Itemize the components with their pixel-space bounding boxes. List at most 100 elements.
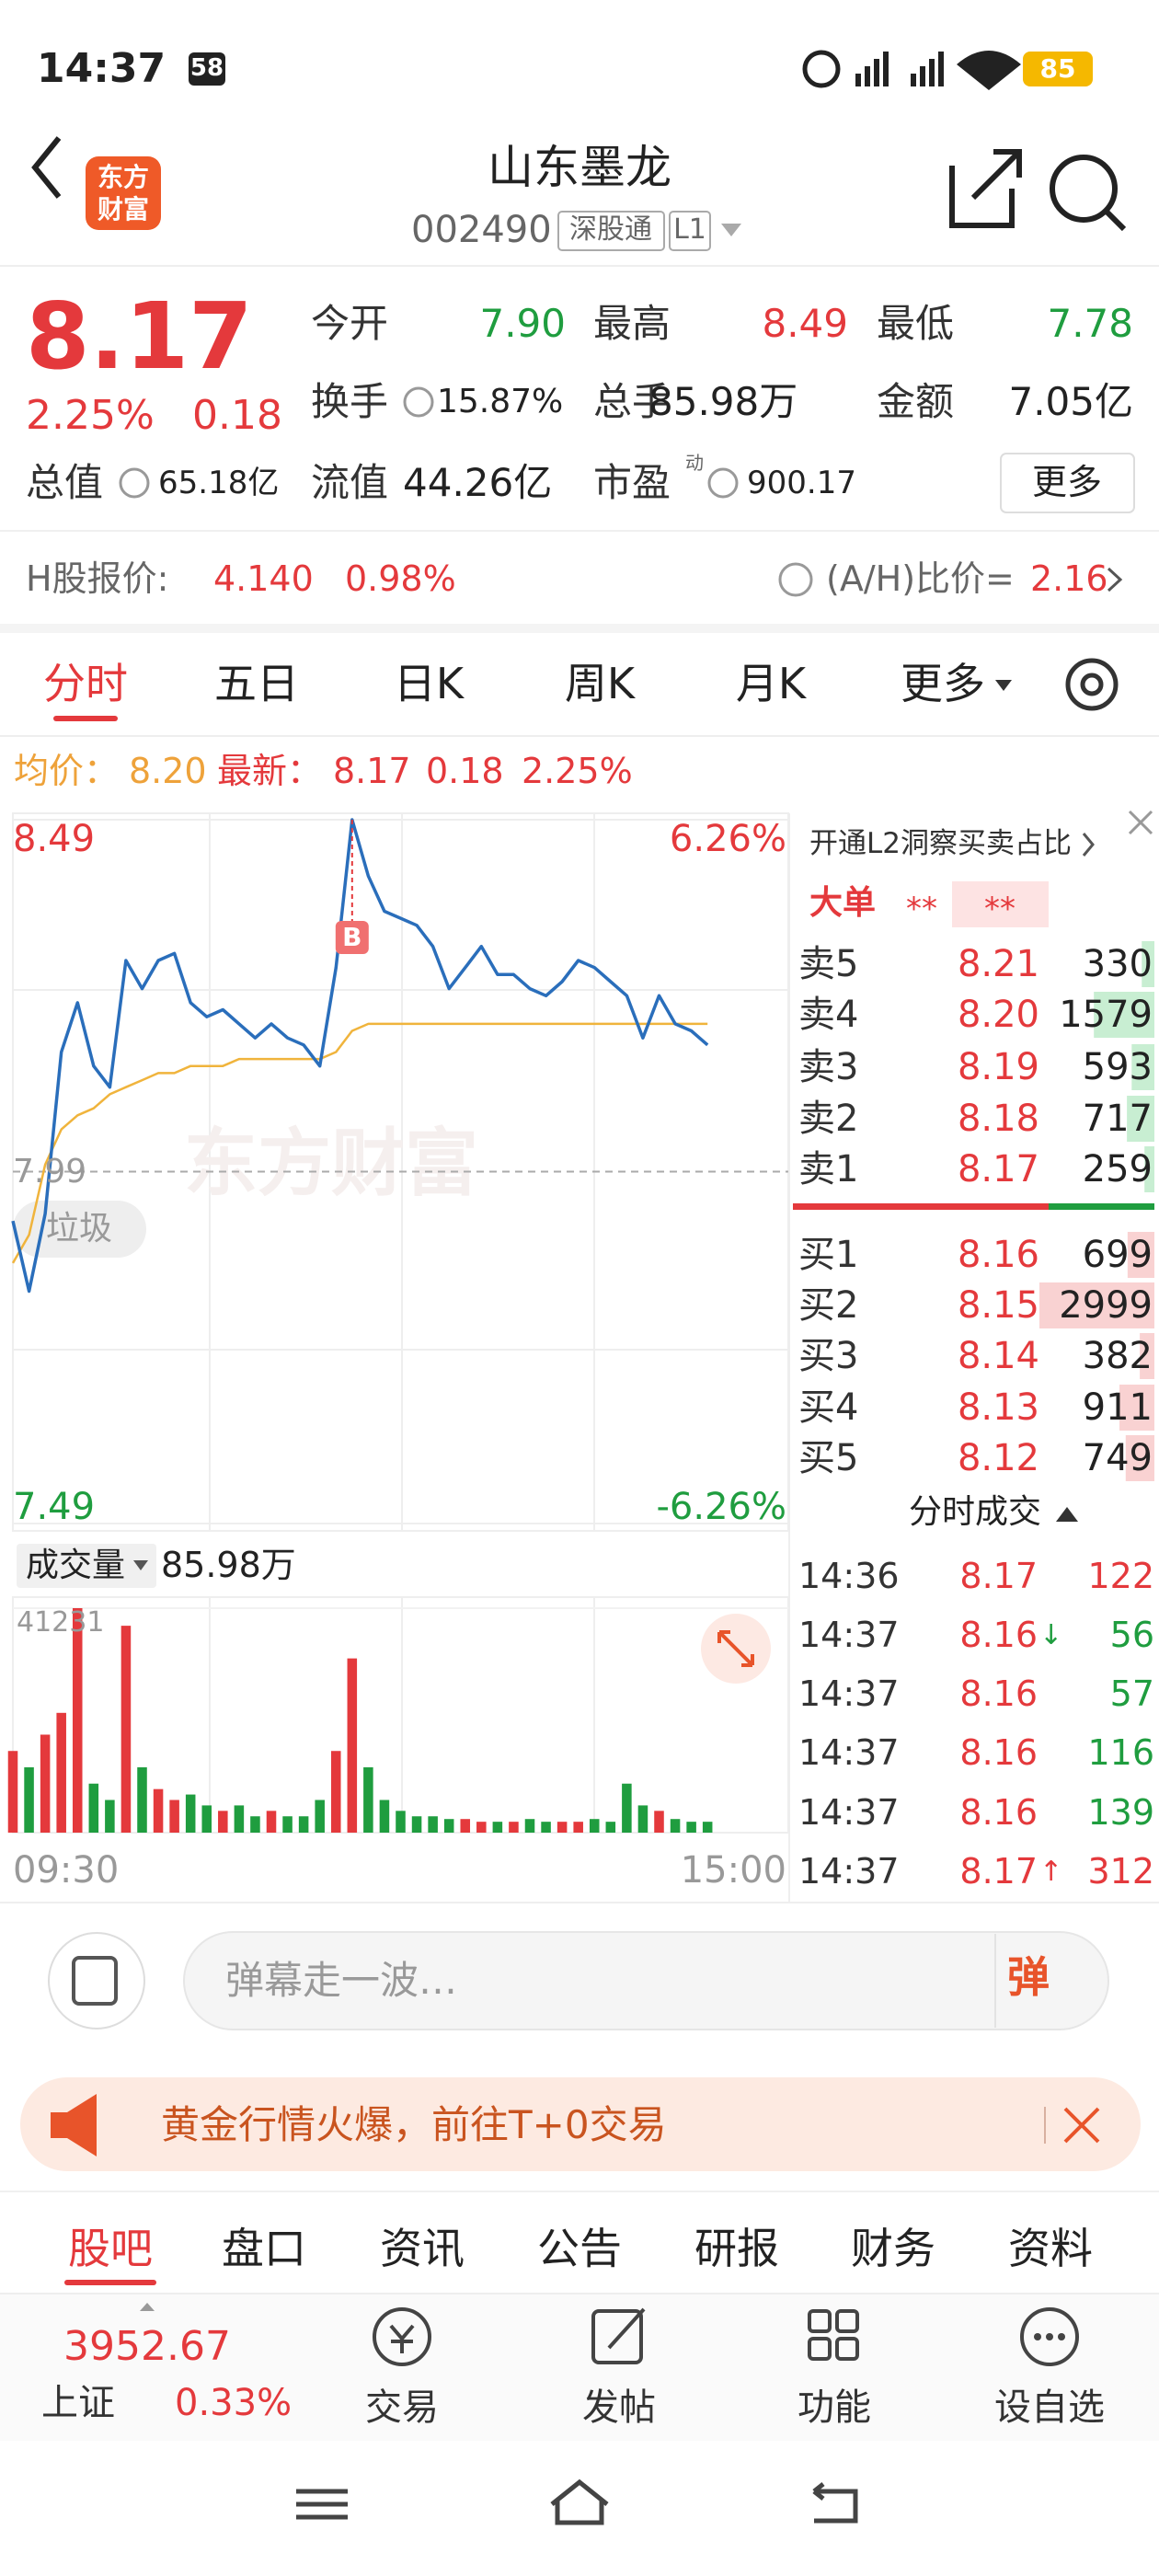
- trades-time: 14:37: [798, 1851, 900, 1892]
- close-button[interactable]: [1063, 2107, 1100, 2144]
- volume-total: 85.98万: [161, 1545, 296, 1586]
- avg-line: [11, 1022, 708, 1264]
- bids-qty: 382: [1082, 1335, 1153, 1377]
- ratio-bar-buy: [793, 1203, 1049, 1210]
- more-button[interactable]: [1000, 453, 1135, 513]
- volume-bar: [379, 1800, 390, 1833]
- volume-bar: [105, 1800, 115, 1833]
- pe-label: 市盈: [593, 459, 671, 505]
- xticks-label: 09:30: [13, 1849, 120, 1892]
- bids-qty: 2999: [1059, 1284, 1153, 1327]
- market-cap-value: 65.18亿: [158, 464, 280, 501]
- hshare-ratio: 2.16: [1030, 558, 1108, 600]
- float-cap-label: 流值: [311, 459, 389, 505]
- float-cap-value: 44.26亿: [403, 459, 553, 505]
- volume-bar: [670, 1819, 681, 1833]
- qty-bar: [1127, 1232, 1154, 1278]
- volume-bar: [40, 1734, 51, 1833]
- volume-bar: [654, 1811, 664, 1833]
- index-arrow: [140, 2303, 155, 2311]
- bids-price: 8.15: [957, 1284, 1039, 1327]
- qty-bar: [1127, 1096, 1154, 1142]
- trades-arrow: ↑: [1039, 1856, 1063, 1888]
- settings-button[interactable]: [1065, 658, 1119, 711]
- dropdown-arrow: [133, 1560, 148, 1570]
- asks-label: 卖5: [798, 943, 859, 985]
- comment-input[interactable]: [183, 1931, 1109, 2030]
- buy-marker: [335, 921, 369, 954]
- trades-time: 14:37: [798, 1615, 900, 1656]
- bids-qty: 749: [1082, 1437, 1153, 1479]
- header-tag: 深股通: [569, 213, 652, 246]
- tabs-items: 周K: [564, 659, 636, 709]
- asks-qty: 330: [1082, 943, 1153, 985]
- tabs-items: 日K: [393, 659, 465, 709]
- expand-icon: [717, 1630, 754, 1667]
- bids-qty: 911: [1082, 1386, 1153, 1429]
- yticks-label: 7.99: [13, 1152, 87, 1190]
- volume-bar: [363, 1766, 373, 1833]
- status-bar-battery: 85: [1039, 53, 1076, 85]
- quote-change-pct: 2.25%: [26, 391, 155, 439]
- volume-bar: [56, 1712, 66, 1833]
- volume-bar: [282, 1816, 293, 1833]
- list-icon: [72, 1956, 118, 2006]
- hshare-pct: 0.98%: [345, 558, 456, 600]
- legend-latest: 8.17: [333, 751, 411, 792]
- status-bar-time: 14:37: [37, 44, 166, 92]
- volume-bar: [428, 1816, 438, 1833]
- high-label: 最高: [593, 300, 671, 346]
- volume-bar: [153, 1788, 164, 1833]
- volume-bar: [185, 1794, 196, 1833]
- volume-bar: [201, 1805, 212, 1833]
- volume-label: 总手: [593, 378, 671, 424]
- list-button[interactable]: [48, 1932, 145, 2030]
- chevron: [1107, 567, 1123, 592]
- bids-label: 买2: [798, 1284, 859, 1327]
- volume-label: 成交量: [26, 1547, 126, 1585]
- high-value: 8.49: [762, 300, 848, 346]
- trades-qty: 56: [1109, 1615, 1154, 1656]
- open-value: 7.90: [479, 300, 566, 346]
- nav-icons: [373, 2307, 1079, 2366]
- trades-price: 8.16: [959, 1673, 1038, 1715]
- qty-bar: [1094, 992, 1154, 1038]
- close-button[interactable]: [1128, 810, 1153, 835]
- share-button[interactable]: [949, 149, 1022, 228]
- volume-bar: [7, 1751, 18, 1833]
- tabs2: 资讯: [380, 2224, 465, 2274]
- bids-price: 8.12: [957, 1437, 1039, 1479]
- back-button[interactable]: [31, 136, 62, 199]
- bids-price: 8.13: [957, 1386, 1039, 1429]
- pe-value: 900.17: [747, 464, 856, 501]
- volume-bar: [137, 1766, 147, 1833]
- price-line: [11, 818, 709, 1294]
- header-level: L1: [673, 213, 706, 246]
- volume-bar: [347, 1658, 358, 1833]
- badge-bg: [189, 52, 225, 86]
- asks-label: 卖3: [798, 1046, 859, 1088]
- trades-price: 8.16: [959, 1615, 1038, 1656]
- tabs-items: 分时: [43, 659, 128, 709]
- more-dots: [1034, 2333, 1065, 2340]
- tabs2: 公告: [537, 2224, 622, 2274]
- volume-bar: [218, 1811, 228, 1833]
- asks-label: 卖2: [798, 1098, 859, 1140]
- order-book-promo: 开通L2洞察买卖占比: [809, 827, 1072, 861]
- volume-bar: [266, 1811, 277, 1833]
- intraday-pct-labels: 6.26%: [669, 818, 786, 860]
- trades-qty: 139: [1087, 1792, 1154, 1834]
- volume-bar: [509, 1822, 519, 1833]
- tabs-more: 更多: [901, 659, 985, 709]
- tab-underline: [53, 716, 118, 721]
- volume-selector[interactable]: [17, 1544, 156, 1588]
- banner-bg[interactable]: [20, 2077, 1141, 2171]
- trades-price: 8.16: [959, 1732, 1038, 1774]
- tabs2: 盘口: [222, 2224, 306, 2274]
- search-button[interactable]: [1050, 155, 1127, 232]
- qty-bar: [1131, 1044, 1154, 1090]
- system-nav[interactable]: [296, 2478, 858, 2525]
- dropdown-arrow: [721, 224, 741, 236]
- trades-price: 8.17: [959, 1851, 1038, 1892]
